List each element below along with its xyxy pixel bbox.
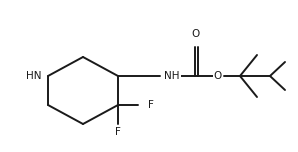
Text: F: F xyxy=(115,127,121,137)
Text: HN: HN xyxy=(26,71,42,81)
Text: NH: NH xyxy=(164,71,180,81)
Text: O: O xyxy=(214,71,222,81)
Text: O: O xyxy=(191,29,199,39)
Text: F: F xyxy=(148,100,154,110)
